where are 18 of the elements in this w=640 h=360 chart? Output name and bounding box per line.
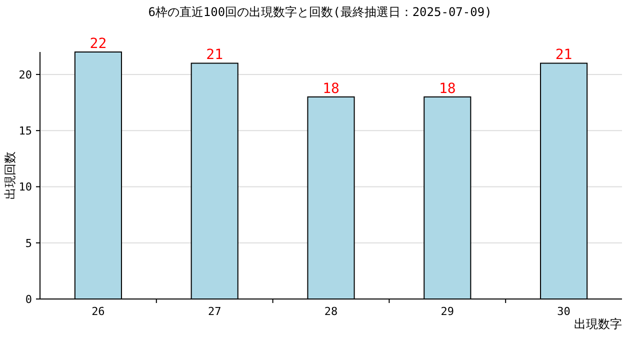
- y-tick-label: 5: [25, 236, 32, 250]
- x-tick-label: 30: [557, 305, 570, 318]
- data-label: 22: [90, 36, 107, 52]
- data-label: 18: [438, 80, 456, 97]
- y-axis-title: 出現回数: [3, 152, 17, 200]
- x-tick-label: 29: [440, 305, 454, 318]
- y-tick-label: 0: [25, 293, 32, 306]
- y-tick-label: 20: [18, 68, 32, 82]
- data-label: 21: [555, 47, 572, 64]
- x-tick-label: 28: [324, 305, 338, 318]
- chart-title: 6枠の直近100回の出現数字と回数(最終抽選日：2025-07-09): [148, 5, 492, 19]
- data-label: 18: [322, 80, 340, 97]
- x-tick-label: 26: [92, 305, 105, 318]
- x-axis-title: 出現数字: [574, 317, 622, 331]
- x-tick-label: 27: [208, 305, 222, 318]
- y-tick-label: 15: [18, 124, 32, 138]
- y-tick-label: 10: [18, 180, 32, 194]
- data-label: 21: [206, 47, 224, 64]
